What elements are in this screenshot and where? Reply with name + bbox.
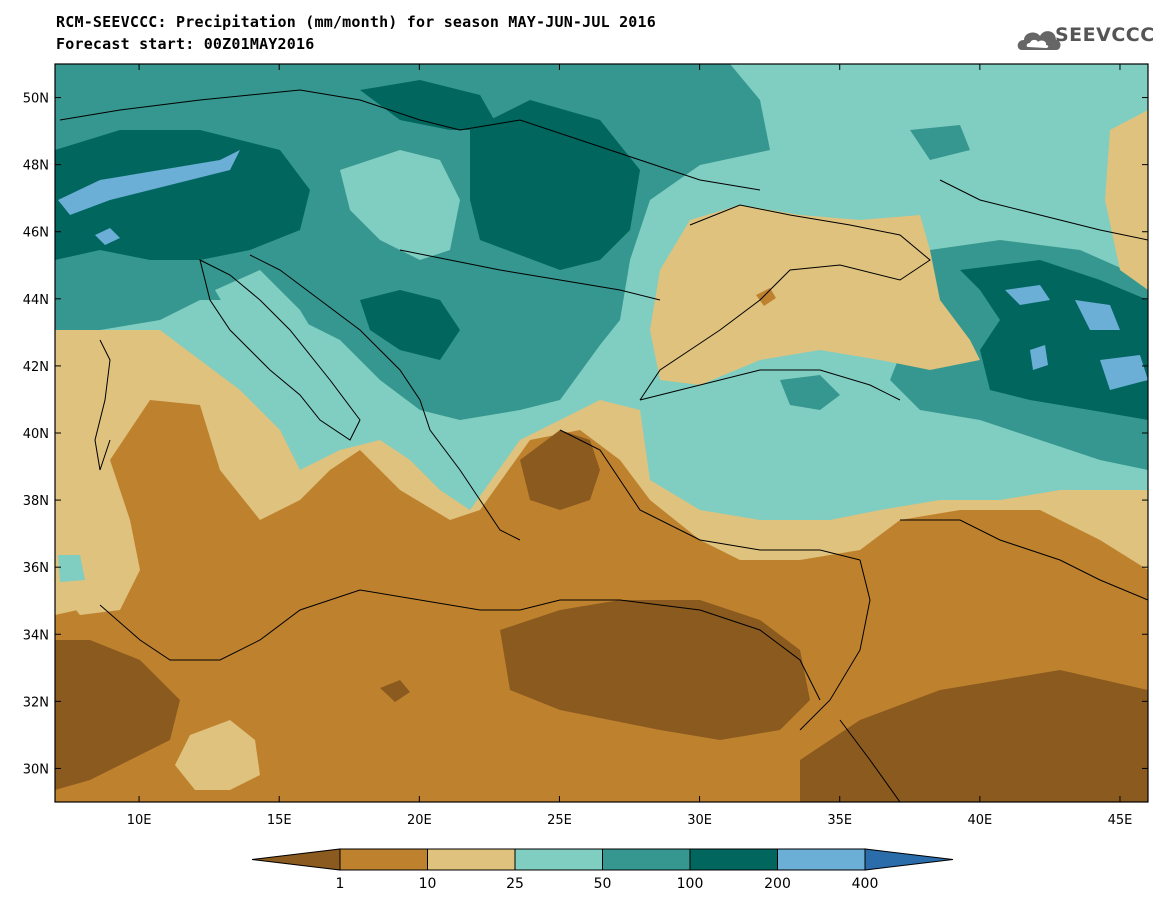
field-10-25-black-sea	[650, 205, 980, 385]
field-100-200-carpathian	[470, 100, 640, 270]
lon-tick-label: 10E	[127, 813, 152, 828]
latitude-ticks: 50N 48N 46N 44N 42N 40N 38N 36N 34N 32N 30N	[23, 92, 1148, 777]
coastlines	[59, 89, 1148, 802]
field-200-400-caucasus-2	[1075, 300, 1120, 330]
lat-tick-label: 30N	[23, 762, 49, 777]
logo-text: SEEVCCC	[1055, 24, 1155, 46]
field-25-50-sardinia	[58, 555, 85, 582]
colorbar-box	[339, 848, 428, 871]
cloud-logo-icon	[1017, 31, 1061, 50]
colorbar: 1 10 25 50 100 200 400	[251, 848, 954, 892]
colorbar-label: 50	[594, 876, 612, 892]
lon-tick-label: 30E	[687, 813, 712, 828]
field-100-200-alps	[55, 130, 310, 260]
field-50-100-northeast	[910, 125, 970, 160]
colorbar-label: 10	[419, 876, 437, 892]
colorbar-label: 1	[336, 876, 345, 892]
lat-tick-label: 42N	[23, 360, 49, 375]
field-100-200-caucasus	[960, 260, 1148, 420]
colorbar-label: 100	[677, 876, 704, 892]
field-200-400-caucasus-4	[1030, 345, 1048, 370]
map-subtitle: Forecast start: 00Z01MAY2016	[56, 35, 315, 53]
longitude-ticks: 10E 15E 20E 25E 30E 35E 40E 45E	[127, 64, 1133, 828]
colorbar-gt400-triangle	[864, 848, 954, 871]
lat-tick-label: 44N	[23, 293, 49, 308]
lat-tick-label: 50N	[23, 92, 49, 107]
field-lt1-libya	[500, 600, 810, 740]
colorbar-box	[427, 848, 516, 871]
colorbar-box	[689, 848, 778, 871]
colorbar-label: 200	[764, 876, 791, 892]
colorbar-box	[777, 848, 866, 871]
field-100-200-balkans	[360, 290, 460, 360]
lon-tick-label: 45E	[1108, 813, 1133, 828]
field-25-50-italy	[215, 270, 400, 460]
lon-tick-label: 20E	[407, 813, 432, 828]
map-title: RCM-SEEVCCC: Precipitation (mm/month) fo…	[56, 13, 656, 31]
field-200-400-caucasus-1	[1005, 285, 1050, 305]
field-200-400-spot	[95, 228, 120, 245]
field-lt1-aegean	[520, 430, 600, 510]
field-lt1-southwest	[55, 640, 180, 790]
precip-fields	[55, 64, 1148, 802]
field-200-400-alps	[58, 150, 240, 215]
lon-tick-label: 40E	[967, 813, 992, 828]
field-10-25-sardinia	[60, 520, 140, 615]
lon-tick-label: 35E	[827, 813, 852, 828]
lat-tick-label: 34N	[23, 628, 49, 643]
field-10-25-east-edge	[1105, 110, 1148, 290]
field-25-50-pannonia	[340, 150, 460, 260]
colorbar-box	[514, 848, 603, 871]
field-100-200-north-strip	[360, 80, 500, 130]
lat-tick-label: 40N	[23, 427, 49, 442]
field-10-25-sahara	[175, 720, 260, 790]
colorbar-lt1-triangle	[251, 848, 341, 871]
lat-tick-label: 36N	[23, 561, 49, 576]
field-200-400-caucasus-3	[1100, 355, 1148, 390]
colorbar-box	[602, 848, 691, 871]
field-lt1-southeast	[800, 670, 1148, 802]
field-50-100-anatolia	[780, 375, 840, 410]
lon-tick-label: 25E	[547, 813, 572, 828]
lat-tick-label: 46N	[23, 226, 49, 241]
colorbar-label: 400	[852, 876, 879, 892]
lat-tick-label: 48N	[23, 159, 49, 174]
field-1-10-main	[55, 400, 1148, 802]
lat-tick-label: 32N	[23, 695, 49, 710]
field-lt1-spot	[380, 680, 410, 702]
colorbar-label: 25	[506, 876, 524, 892]
lat-tick-label: 38N	[23, 494, 49, 509]
lon-tick-label: 15E	[267, 813, 292, 828]
field-1-10-crimea-spot	[756, 288, 776, 306]
